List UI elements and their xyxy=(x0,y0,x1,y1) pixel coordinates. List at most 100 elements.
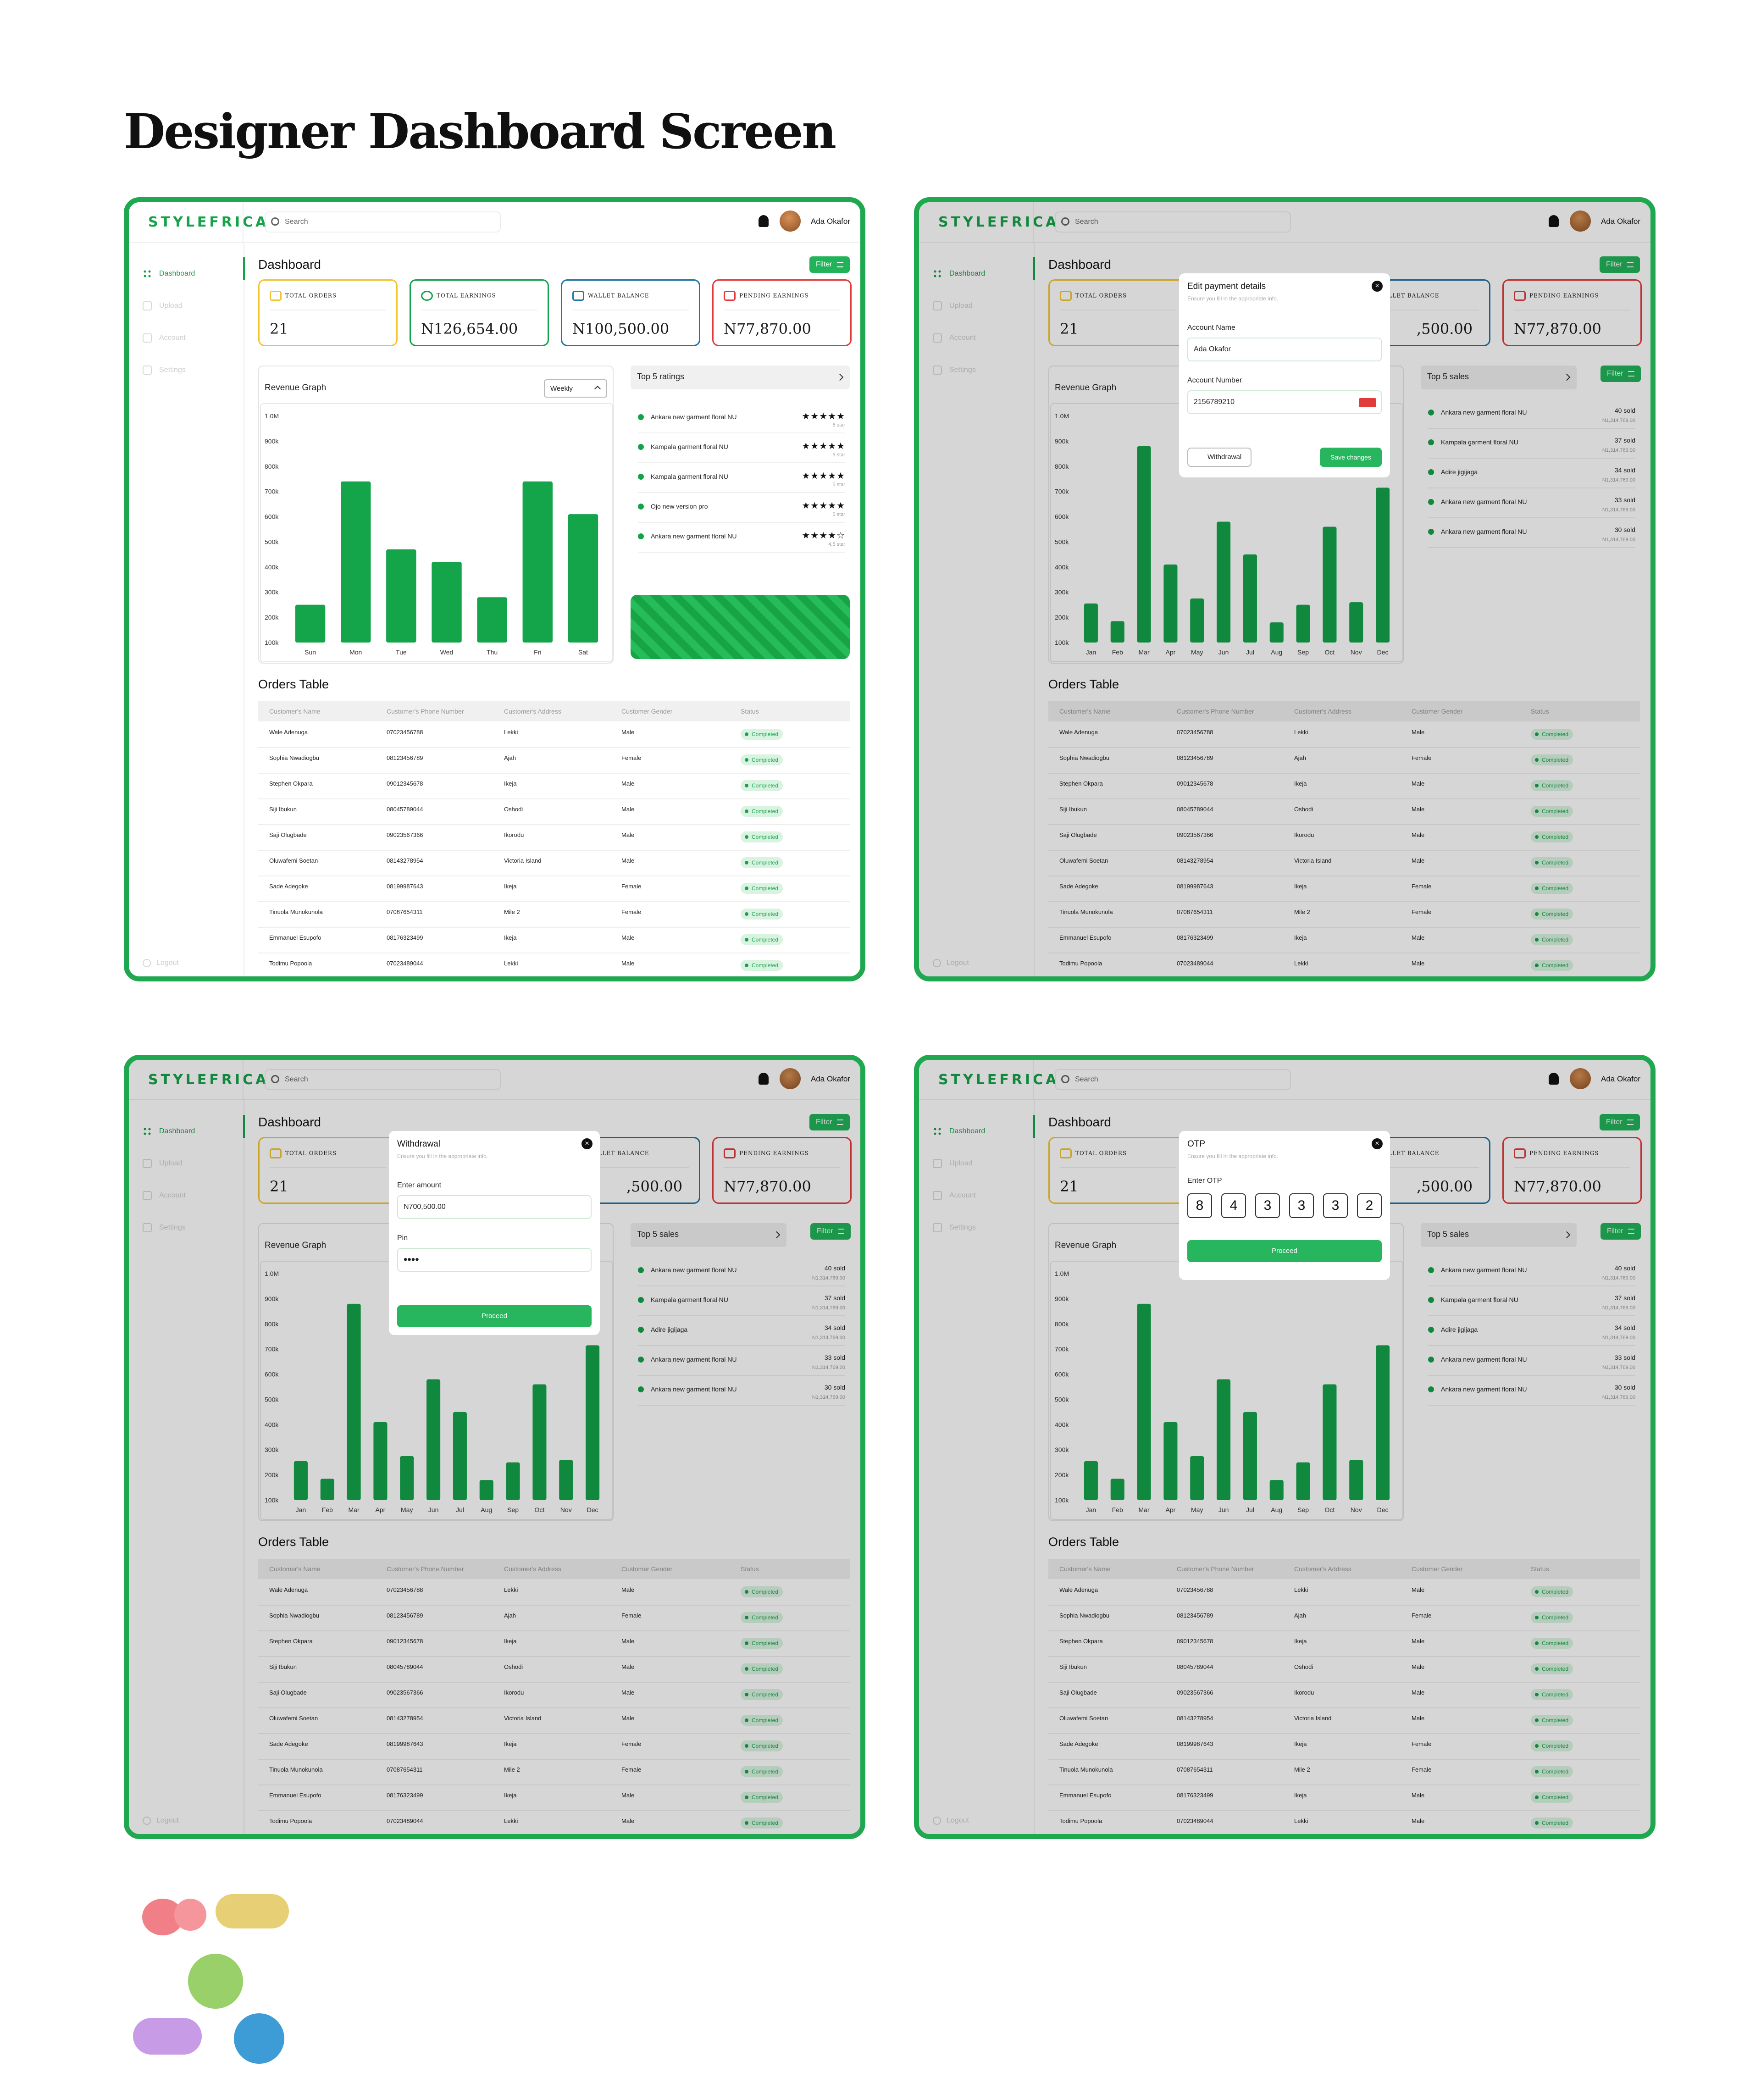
bar-mar[interactable] xyxy=(347,1303,361,1500)
bar-oct[interactable] xyxy=(532,1384,547,1500)
bar-jun[interactable] xyxy=(426,1379,441,1500)
bar-mar[interactable] xyxy=(1137,1303,1151,1500)
filter-button[interactable]: Filter xyxy=(809,256,850,273)
bar-feb[interactable] xyxy=(320,1479,334,1500)
table-row[interactable]: Stephen Okpara 09012345678 Ikeja Male Comple… xyxy=(258,774,850,799)
logout-button[interactable]: Logout xyxy=(933,959,969,967)
bar-apr[interactable] xyxy=(1163,1422,1178,1500)
bar-jan[interactable] xyxy=(1084,1461,1098,1500)
top-sales-header[interactable]: Top 5 sales xyxy=(1421,1223,1577,1247)
table-row[interactable]: Tinuola Munokunola 07087654311 Mile 2 Femal… xyxy=(1048,1760,1640,1785)
bar-sun[interactable] xyxy=(295,604,326,643)
table-row[interactable]: Tinuola Munokunola 07087654311 Mile 2 Femal… xyxy=(1048,902,1640,928)
search-input[interactable]: Search xyxy=(1055,1069,1291,1090)
bar-feb[interactable] xyxy=(1110,1479,1124,1500)
table-row[interactable]: Sophia Nwadiogbu 08123456789 Ajah Female Com… xyxy=(258,748,850,774)
bar-nov[interactable] xyxy=(1349,1460,1363,1500)
brand-logo[interactable]: STYLEFRICA xyxy=(938,1072,1059,1088)
top-sales-header[interactable]: Top 5 sales xyxy=(631,1223,786,1247)
bar-thu[interactable] xyxy=(477,597,507,643)
bar-sep[interactable] xyxy=(1296,1462,1310,1500)
table-row[interactable]: Wale Adenuga 07023456788 Lekki Male Complete… xyxy=(1048,1580,1640,1606)
table-row[interactable]: Stephen Okpara 09012345678 Ikeja Male Comple… xyxy=(1048,774,1640,799)
table-row[interactable]: Sophia Nwadiogbu 08123456789 Ajah Female Com… xyxy=(258,1606,850,1631)
bar-apr[interactable] xyxy=(1163,564,1178,643)
bar-jan[interactable] xyxy=(294,1461,308,1500)
search-input[interactable]: Search xyxy=(1055,211,1291,233)
table-row[interactable]: Oluwafemi Soetan 08143278954 Victoria Isla… xyxy=(258,1708,850,1734)
bar-may[interactable] xyxy=(400,1456,414,1500)
bar-oct[interactable] xyxy=(1323,526,1337,643)
sales-item[interactable]: Ankara new garment floral NU 33 sold N1,31… xyxy=(1428,1349,1635,1376)
otp-digit-1[interactable]: 8 xyxy=(1187,1193,1212,1218)
avatar[interactable] xyxy=(1570,211,1591,232)
table-row[interactable]: Todimu Popoola 07023489044 Lekki Male Comple… xyxy=(1048,1811,1640,1834)
table-row[interactable]: Siji Ibukun 08045789044 Oshodi Male Complete… xyxy=(258,799,850,825)
brand-logo[interactable]: STYLEFRICA xyxy=(938,214,1059,230)
table-row[interactable]: Wale Adenuga 07023456788 Lekki Male Complete… xyxy=(258,1580,850,1606)
table-row[interactable]: Todimu Popoola 07023489044 Lekki Male Comple… xyxy=(1048,953,1640,976)
rating-item[interactable]: Kampala garment floral NU ★★★★★ 5 star xyxy=(638,466,845,493)
bar-jul[interactable] xyxy=(453,1412,467,1500)
table-row[interactable]: Oluwafemi Soetan 08143278954 Victoria Isla… xyxy=(258,851,850,876)
table-row[interactable]: Todimu Popoola 07023489044 Lekki Male Comple… xyxy=(258,1811,850,1834)
bar-jul[interactable] xyxy=(1243,1412,1257,1500)
table-row[interactable]: Emmanuel Esupofo 08176323499 Ikeja Male Comp… xyxy=(258,928,850,953)
bar-may[interactable] xyxy=(1190,1456,1204,1500)
logout-button[interactable]: Logout xyxy=(143,1816,179,1825)
bar-jan[interactable] xyxy=(1084,603,1098,643)
bar-nov[interactable] xyxy=(559,1460,573,1500)
bar-dec[interactable] xyxy=(1376,488,1390,643)
bell-icon[interactable] xyxy=(759,215,769,227)
table-row[interactable]: Saji Olugbade 09023567366 Ikorodu Male Compl… xyxy=(258,825,850,851)
sales-item[interactable]: Adire jigijaga 34 sold N1,314,769.00 xyxy=(1428,462,1635,488)
bar-nov[interactable] xyxy=(1349,602,1363,643)
sales-filter-button[interactable]: Filter xyxy=(1600,1223,1641,1240)
filter-button[interactable]: Filter xyxy=(1600,256,1640,273)
logout-button[interactable]: Logout xyxy=(933,1816,969,1825)
bar-sep[interactable] xyxy=(1296,604,1310,643)
sales-item[interactable]: Ankara new garment floral NU 30 sold N1,31… xyxy=(1428,1379,1635,1406)
sales-item[interactable]: Ankara new garment floral NU 33 sold N1,31… xyxy=(1428,492,1635,518)
bar-feb[interactable] xyxy=(1110,621,1124,643)
rating-item[interactable]: Ankara new garment floral NU ★★★★☆ 4.5 sta… xyxy=(638,526,845,553)
otp-digit-5[interactable]: 3 xyxy=(1323,1193,1348,1218)
table-row[interactable]: Emmanuel Esupofo 08176323499 Ikeja Male Comp… xyxy=(258,1785,850,1811)
avatar[interactable] xyxy=(780,1068,801,1089)
bar-mon[interactable] xyxy=(340,481,371,643)
table-row[interactable]: Emmanuel Esupofo 08176323499 Ikeja Male Comp… xyxy=(1048,1785,1640,1811)
sales-item[interactable]: Ankara new garment floral NU 40 sold N1,31… xyxy=(1428,1260,1635,1286)
close-icon[interactable]: × xyxy=(1372,281,1383,292)
table-row[interactable]: Saji Olugbade 09023567366 Ikorodu Male Compl… xyxy=(1048,825,1640,851)
table-row[interactable]: Sade Adegoke 08199987643 Ikeja Female Comple… xyxy=(258,876,850,902)
rating-item[interactable]: Ojo new version pro ★★★★★ 5 star xyxy=(638,496,845,523)
table-row[interactable]: Tinuola Munokunola 07087654311 Mile 2 Femal… xyxy=(258,1760,850,1785)
logout-button[interactable]: Logout xyxy=(143,959,179,967)
account-number-field[interactable]: 2156789210 xyxy=(1187,390,1382,414)
table-row[interactable]: Stephen Okpara 09012345678 Ikeja Male Comple… xyxy=(1048,1631,1640,1657)
bar-tue[interactable] xyxy=(386,549,416,643)
avatar[interactable] xyxy=(1570,1068,1591,1089)
sales-item[interactable]: Ankara new garment floral NU 33 sold N1,31… xyxy=(638,1349,845,1376)
table-row[interactable]: Sophia Nwadiogbu 08123456789 Ajah Female Com… xyxy=(1048,748,1640,774)
bell-icon[interactable] xyxy=(1549,1073,1559,1085)
rating-item[interactable]: Kampala garment floral NU ★★★★★ 5 star xyxy=(638,437,845,463)
close-icon[interactable]: × xyxy=(1372,1138,1383,1149)
sales-filter-button[interactable]: Filter xyxy=(1600,366,1641,382)
bar-dec[interactable] xyxy=(1376,1345,1390,1500)
bar-apr[interactable] xyxy=(373,1422,388,1500)
otp-digit-4[interactable]: 3 xyxy=(1289,1193,1314,1218)
bar-jun[interactable] xyxy=(1217,521,1231,643)
proceed-button[interactable]: Proceed xyxy=(1187,1240,1382,1262)
filter-button[interactable]: Filter xyxy=(1600,1114,1640,1130)
bar-sat[interactable] xyxy=(568,514,598,643)
table-row[interactable]: Siji Ibukun 08045789044 Oshodi Male Complete… xyxy=(1048,799,1640,825)
otp-digit-6[interactable]: 2 xyxy=(1357,1193,1382,1218)
bell-icon[interactable] xyxy=(759,1073,769,1085)
pin-field[interactable]: •••• xyxy=(397,1248,592,1272)
table-row[interactable]: Stephen Okpara 09012345678 Ikeja Male Comple… xyxy=(258,1631,850,1657)
sales-item[interactable]: Kampala garment floral NU 37 sold N1,314,7… xyxy=(1428,1290,1635,1316)
bell-icon[interactable] xyxy=(1549,215,1559,227)
bar-sep[interactable] xyxy=(506,1462,520,1500)
rating-item[interactable]: Ankara new garment floral NU ★★★★★ 5 star xyxy=(638,407,845,433)
